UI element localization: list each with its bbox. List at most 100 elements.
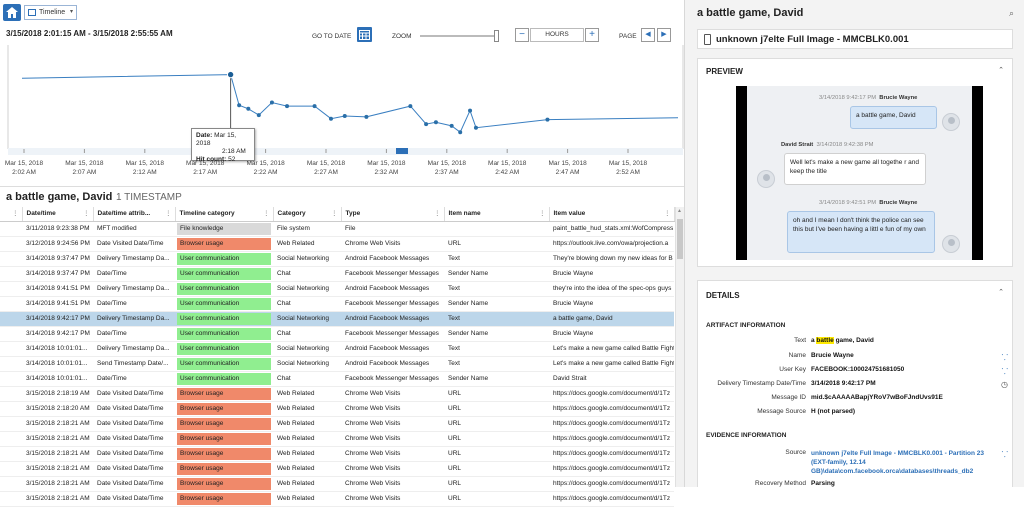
column-header[interactable]: Item value ⋮ — [549, 207, 675, 222]
data-point[interactable] — [408, 104, 413, 109]
row-select-cell[interactable] — [0, 251, 22, 267]
row-select-cell[interactable] — [0, 431, 22, 447]
table-row[interactable]: 3/15/2018 2:18:21 AM Date Visited Date/Ti… — [0, 476, 674, 492]
column-menu-icon[interactable]: ⋮ — [331, 210, 338, 217]
x-tick-label: 2:12 AM — [133, 169, 157, 176]
table-row[interactable]: 3/14/2018 9:41:51 PM Delivery Timestamp D… — [0, 281, 674, 297]
data-point[interactable] — [433, 120, 438, 125]
zoom-in-button[interactable]: + — [585, 28, 599, 42]
zoom-out-button[interactable]: − — [515, 28, 529, 42]
collapse-icon[interactable]: ⌃ — [998, 289, 1004, 296]
table-row[interactable]: 3/15/2018 2:18:21 AM Date Visited Date/Ti… — [0, 416, 674, 432]
row-select-cell[interactable] — [0, 371, 22, 387]
data-point[interactable] — [237, 103, 242, 108]
timeline-chart[interactable]: Mar 15, 2018 2:02 AM Mar 15, 2018 2:07 AM Ma… — [0, 45, 684, 185]
table-row[interactable]: 3/15/2018 2:18:20 AM Date Visited Date/Ti… — [0, 401, 674, 417]
row-select-cell[interactable] — [0, 236, 22, 252]
data-point[interactable] — [269, 100, 274, 105]
column-header[interactable]: Date/time ⋮ — [22, 207, 94, 222]
column-menu-icon[interactable]: ⋮ — [165, 210, 172, 217]
column-header[interactable]: Item name ⋮ — [444, 207, 550, 222]
row-select-cell[interactable] — [0, 311, 22, 327]
data-point[interactable] — [256, 113, 261, 118]
row-select-cell[interactable] — [0, 461, 22, 477]
go-to-date-button[interactable] — [357, 27, 372, 42]
row-select-cell[interactable] — [0, 491, 22, 507]
data-point[interactable] — [342, 114, 347, 118]
chart-scroll-thumb[interactable] — [396, 148, 408, 154]
scroll-thumb[interactable] — [677, 219, 683, 259]
chart-scroll-band[interactable] — [8, 148, 683, 155]
data-point[interactable] — [449, 123, 454, 128]
row-select-cell[interactable] — [0, 281, 22, 297]
view-selector[interactable]: Timeline ▾ — [24, 5, 77, 20]
data-point[interactable] — [473, 125, 478, 130]
column-menu-icon[interactable]: ⋮ — [12, 210, 19, 217]
table-row[interactable]: 3/15/2018 2:18:21 AM Date Visited Date/Ti… — [0, 491, 674, 507]
table-row[interactable]: 3/12/2018 9:24:56 PM Date Visited Date/Ti… — [0, 236, 674, 252]
find-icon[interactable]: ⌕ — [1008, 8, 1014, 18]
row-select-header[interactable]: ⋮ — [0, 207, 23, 222]
table-row[interactable]: 3/14/2018 9:37:47 PM Date/Time User commun… — [0, 266, 674, 282]
data-point[interactable] — [285, 104, 290, 109]
row-select-cell[interactable] — [0, 326, 22, 342]
home-button[interactable] — [3, 4, 21, 21]
page-prev-button[interactable]: ◀ — [641, 28, 655, 42]
column-menu-icon[interactable]: ⋮ — [539, 210, 546, 217]
data-point[interactable] — [328, 116, 333, 121]
table-row[interactable]: 3/15/2018 2:18:21 AM Date Visited Date/Ti… — [0, 431, 674, 447]
row-select-cell[interactable] — [0, 386, 22, 402]
table-row[interactable]: 3/15/2018 2:18:19 AM Date Visited Date/Ti… — [0, 386, 674, 402]
column-menu-icon[interactable]: ⋮ — [664, 210, 671, 217]
row-select-cell[interactable] — [0, 356, 22, 372]
row-select-cell[interactable] — [0, 401, 22, 417]
row-select-cell[interactable] — [0, 296, 22, 312]
data-point[interactable] — [226, 70, 235, 79]
collapse-icon[interactable]: ⌃ — [998, 67, 1004, 74]
column-header[interactable]: Timeline category ⋮ — [175, 207, 274, 222]
data-point[interactable] — [424, 122, 429, 127]
row-select-cell[interactable] — [0, 416, 22, 432]
column-menu-icon[interactable]: ⋮ — [83, 210, 90, 217]
column-header[interactable]: Date/time attrib... ⋮ — [93, 207, 176, 222]
column-menu-icon[interactable]: ⋮ — [263, 210, 270, 217]
row-select-cell[interactable] — [0, 221, 22, 237]
relation-graph-icon[interactable]: ⸪ — [1001, 367, 1008, 376]
row-select-cell[interactable] — [0, 341, 22, 357]
x-tick-label: 2:37 AM — [435, 169, 459, 176]
table-row[interactable]: 3/14/2018 9:42:17 PM Delivery Timestamp D… — [0, 311, 674, 327]
data-point[interactable] — [468, 108, 473, 113]
column-header[interactable]: Type ⋮ — [341, 207, 445, 222]
row-select-cell[interactable] — [0, 476, 22, 492]
table-row[interactable]: 3/14/2018 10:01:01... Delivery Timestamp … — [0, 341, 674, 357]
table-row[interactable]: 3/15/2018 2:18:21 AM Date Visited Date/Ti… — [0, 461, 674, 477]
table-row[interactable]: 3/14/2018 10:01:01... Send Timestamp Date… — [0, 356, 674, 372]
table-row[interactable]: 3/14/2018 9:37:47 PM Delivery Timestamp D… — [0, 251, 674, 267]
zoom-slider-track[interactable] — [420, 35, 498, 37]
time-unit-select[interactable]: HOURS — [530, 28, 584, 42]
column-header[interactable]: Category ⋮ — [273, 207, 342, 222]
table-row[interactable]: 3/11/2018 9:23:38 PM MFT modified File kno… — [0, 221, 674, 237]
table-scrollbar[interactable]: ▲ — [675, 207, 684, 487]
table-row[interactable]: 3/14/2018 9:41:51 PM Date/Time User commun… — [0, 296, 674, 312]
zoom-slider-handle[interactable] — [494, 30, 499, 42]
source-link[interactable]: unknown j7elte Full Image - MMCBLK0.001 … — [811, 450, 984, 475]
x-tick-label: 2:52 AM — [616, 169, 640, 176]
relation-graph-icon[interactable]: ⸪ — [1001, 353, 1008, 362]
row-select-cell[interactable] — [0, 446, 22, 462]
cell-type: Facebook Messenger Messages — [341, 266, 444, 282]
data-point[interactable] — [312, 104, 317, 109]
data-point[interactable] — [246, 106, 251, 111]
table-row[interactable]: 3/15/2018 2:18:21 AM Date Visited Date/Ti… — [0, 446, 674, 462]
page-next-button[interactable]: ▶ — [657, 28, 671, 42]
table-row[interactable]: 3/14/2018 9:42:17 PM Date/Time User commun… — [0, 326, 674, 342]
clock-icon[interactable]: ◷ — [1001, 380, 1008, 389]
row-select-cell[interactable] — [0, 266, 22, 282]
column-menu-icon[interactable]: ⋮ — [434, 210, 441, 217]
data-point[interactable] — [545, 117, 550, 122]
data-point[interactable] — [458, 130, 463, 135]
data-point[interactable] — [364, 114, 369, 119]
relation-graph-icon[interactable]: ⸪ — [1001, 450, 1008, 459]
table-row[interactable]: 3/14/2018 10:01:01... Date/Time User commu… — [0, 371, 674, 387]
calendar-icon — [359, 30, 370, 40]
